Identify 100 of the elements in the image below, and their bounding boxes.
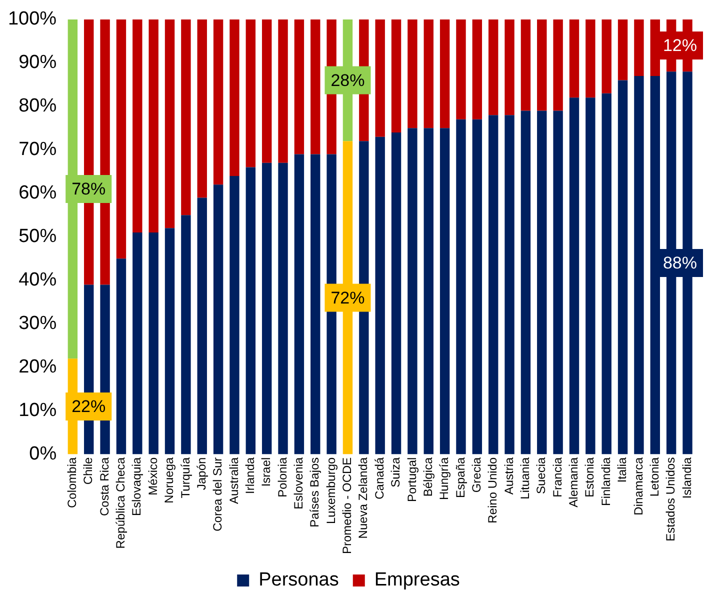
x-tick-label: Grecia <box>469 456 484 493</box>
x-tick-label: Austria <box>502 456 516 495</box>
bar <box>278 162 288 454</box>
bar <box>132 19 142 233</box>
x-tick-label: Lituania <box>518 456 532 500</box>
bar <box>488 115 498 454</box>
legend-label: Empresas <box>374 570 460 591</box>
bar <box>181 19 191 216</box>
bar <box>375 19 385 137</box>
x-tick-label: República Checa <box>114 456 128 549</box>
bar <box>618 80 628 454</box>
bar <box>488 19 498 116</box>
bar <box>230 176 240 454</box>
bar <box>408 128 418 454</box>
y-tick-label: 80% <box>18 96 57 117</box>
bar <box>440 128 450 454</box>
bar <box>148 232 158 454</box>
x-tick-label: Eslovaquia <box>130 456 144 516</box>
x-tick-label: México <box>146 456 160 496</box>
bar <box>230 19 240 176</box>
x-tick-label: Suecia <box>534 456 548 494</box>
x-tick-label: Suiza <box>388 456 403 488</box>
bar <box>132 232 142 454</box>
x-tick-label: Corea del Sur <box>210 457 225 532</box>
x-tick-label: Costa Rica <box>97 456 112 516</box>
bar <box>456 19 466 120</box>
x-tick-label: Islandia <box>680 456 694 499</box>
bar <box>553 19 563 111</box>
y-tick-label: 30% <box>18 313 57 334</box>
data-label: 78% <box>72 180 106 199</box>
x-tick-label: Estonia <box>582 456 597 498</box>
bar <box>472 119 482 454</box>
x-tick-label: Australia <box>226 456 241 504</box>
bar <box>424 128 434 454</box>
x-tick-label: Portugal <box>404 457 419 502</box>
x-tick-label: Reino Unido <box>486 456 500 524</box>
bar <box>246 167 256 454</box>
bar <box>310 154 320 454</box>
y-tick-label: 20% <box>18 356 57 378</box>
data-label: 72% <box>330 288 365 308</box>
x-tick-label: Nueva Zelanda <box>356 456 370 539</box>
bar <box>181 215 191 454</box>
x-tick-label: Israel <box>259 457 274 487</box>
bar <box>440 19 450 128</box>
bar <box>262 19 272 163</box>
x-tick-label: Finlandia <box>598 456 613 506</box>
x-tick-label: Chile <box>81 456 96 485</box>
x-tick-label: Noruega <box>162 456 176 504</box>
y-tick-label: 0% <box>29 444 57 465</box>
bar <box>148 19 158 233</box>
bar <box>197 19 207 198</box>
x-tick-label: Bélgica <box>420 456 435 497</box>
bar <box>375 136 385 454</box>
data-label: 22% <box>72 397 106 416</box>
y-tick-label: 90% <box>18 52 57 74</box>
y-tick-label: 70% <box>18 139 57 160</box>
bar <box>456 119 466 454</box>
y-tick-label: 10% <box>18 400 57 422</box>
bar <box>197 198 207 454</box>
x-tick-label: Estados Unidos <box>664 457 678 542</box>
x-tick-label: Polonia <box>275 456 290 498</box>
legend-label: Personas <box>258 570 339 591</box>
bar <box>569 98 580 454</box>
data-label: 28% <box>330 70 365 90</box>
x-tick-label: Hungría <box>437 456 452 500</box>
x-tick-label: Francia <box>550 456 564 498</box>
bar <box>310 19 320 154</box>
y-tick-label: 50% <box>18 226 57 248</box>
bar <box>537 110 547 454</box>
bar <box>504 19 514 116</box>
bar <box>116 258 126 454</box>
bar <box>213 19 224 185</box>
x-tick-label: Dinamarca <box>631 456 646 516</box>
bar <box>602 19 612 94</box>
x-tick-label: Eslovenia <box>292 456 306 510</box>
bar <box>504 115 514 454</box>
bar <box>424 19 434 128</box>
bar <box>246 19 256 168</box>
bar <box>586 19 596 98</box>
bar <box>634 76 644 454</box>
bar <box>586 98 596 454</box>
bar <box>294 19 304 154</box>
bar <box>520 110 531 454</box>
x-tick-label: Canadá <box>372 456 386 500</box>
bar <box>213 184 224 454</box>
bar <box>472 19 482 120</box>
bar <box>553 110 563 454</box>
bar <box>520 19 531 111</box>
x-tick-label: Irlanda <box>242 456 257 494</box>
bar <box>537 19 547 111</box>
bar <box>262 162 272 454</box>
bar <box>164 228 175 454</box>
x-tick-label: Japón <box>194 457 208 490</box>
bar <box>634 19 644 76</box>
x-tick-label: Luxemburgo <box>324 456 338 524</box>
bar <box>116 19 126 259</box>
bar <box>278 19 288 163</box>
data-label: 88% <box>662 254 698 273</box>
y-tick-label: 100% <box>8 8 57 30</box>
x-tick-label: Turquía <box>178 456 192 498</box>
